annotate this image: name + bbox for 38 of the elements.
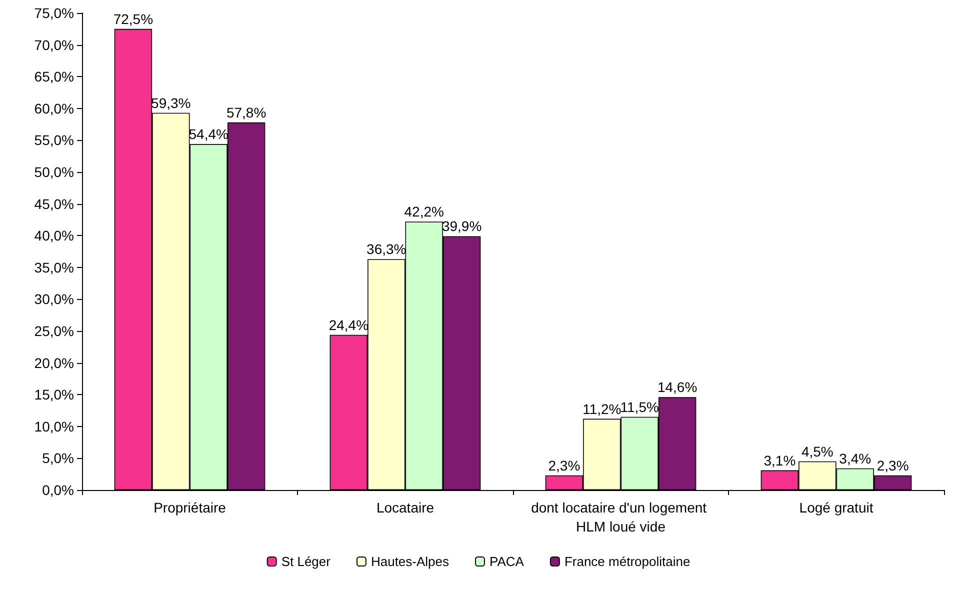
- data-label: 3,4%: [839, 450, 872, 466]
- data-label: 36,3%: [366, 241, 406, 258]
- x-tick-label: dont locataire d'un logement HLM loué vide: [531, 500, 710, 534]
- data-label: 57,8%: [226, 104, 266, 120]
- legend-label: PACA: [490, 554, 524, 569]
- y-tick-label: 45,0%: [34, 196, 74, 212]
- legend-label: St Léger: [281, 554, 332, 569]
- x-tick-label: Propriétaire: [154, 500, 226, 516]
- data-label: 2,3%: [548, 457, 580, 474]
- y-tick-label: 25,0%: [34, 323, 74, 339]
- y-tick-label: 15,0%: [34, 386, 74, 403]
- y-tick-label: 70,0%: [34, 36, 74, 53]
- y-tick-label: 60,0%: [34, 100, 74, 116]
- data-label: 3,1%: [764, 452, 796, 468]
- legend-label: France métropolitaine: [564, 554, 690, 569]
- y-tick-label: 75,0%: [34, 5, 74, 21]
- y-tick-label: 50,0%: [34, 164, 74, 180]
- data-label: 72,5%: [113, 10, 154, 27]
- y-tick-label: 5,0%: [42, 450, 74, 466]
- y-tick-label: 20,0%: [34, 354, 74, 371]
- x-tick-label: Locataire: [376, 500, 434, 516]
- y-tick-label: 40,0%: [34, 228, 74, 244]
- y-tick-label: 55,0%: [34, 132, 74, 148]
- legend-label: Hautes-Alpes: [370, 554, 450, 569]
- x-tick-label: Logé gratuit: [799, 500, 874, 516]
- y-tick-label: 30,0%: [34, 291, 74, 308]
- y-tick-label: 35,0%: [34, 259, 74, 276]
- data-label: 11,2%: [582, 400, 622, 417]
- data-label: 54,4%: [188, 126, 228, 142]
- data-label: 2,3%: [876, 457, 909, 474]
- data-label: 42,2%: [404, 204, 444, 220]
- data-label: 11,5%: [620, 398, 659, 415]
- data-label: 14,6%: [657, 379, 698, 396]
- y-tick-label: 65,0%: [34, 68, 74, 85]
- data-label: 4,5%: [801, 443, 834, 460]
- y-tick-label: 0,0%: [42, 482, 74, 498]
- y-tick-label: 10,0%: [34, 418, 74, 434]
- data-label: 59,3%: [151, 94, 191, 111]
